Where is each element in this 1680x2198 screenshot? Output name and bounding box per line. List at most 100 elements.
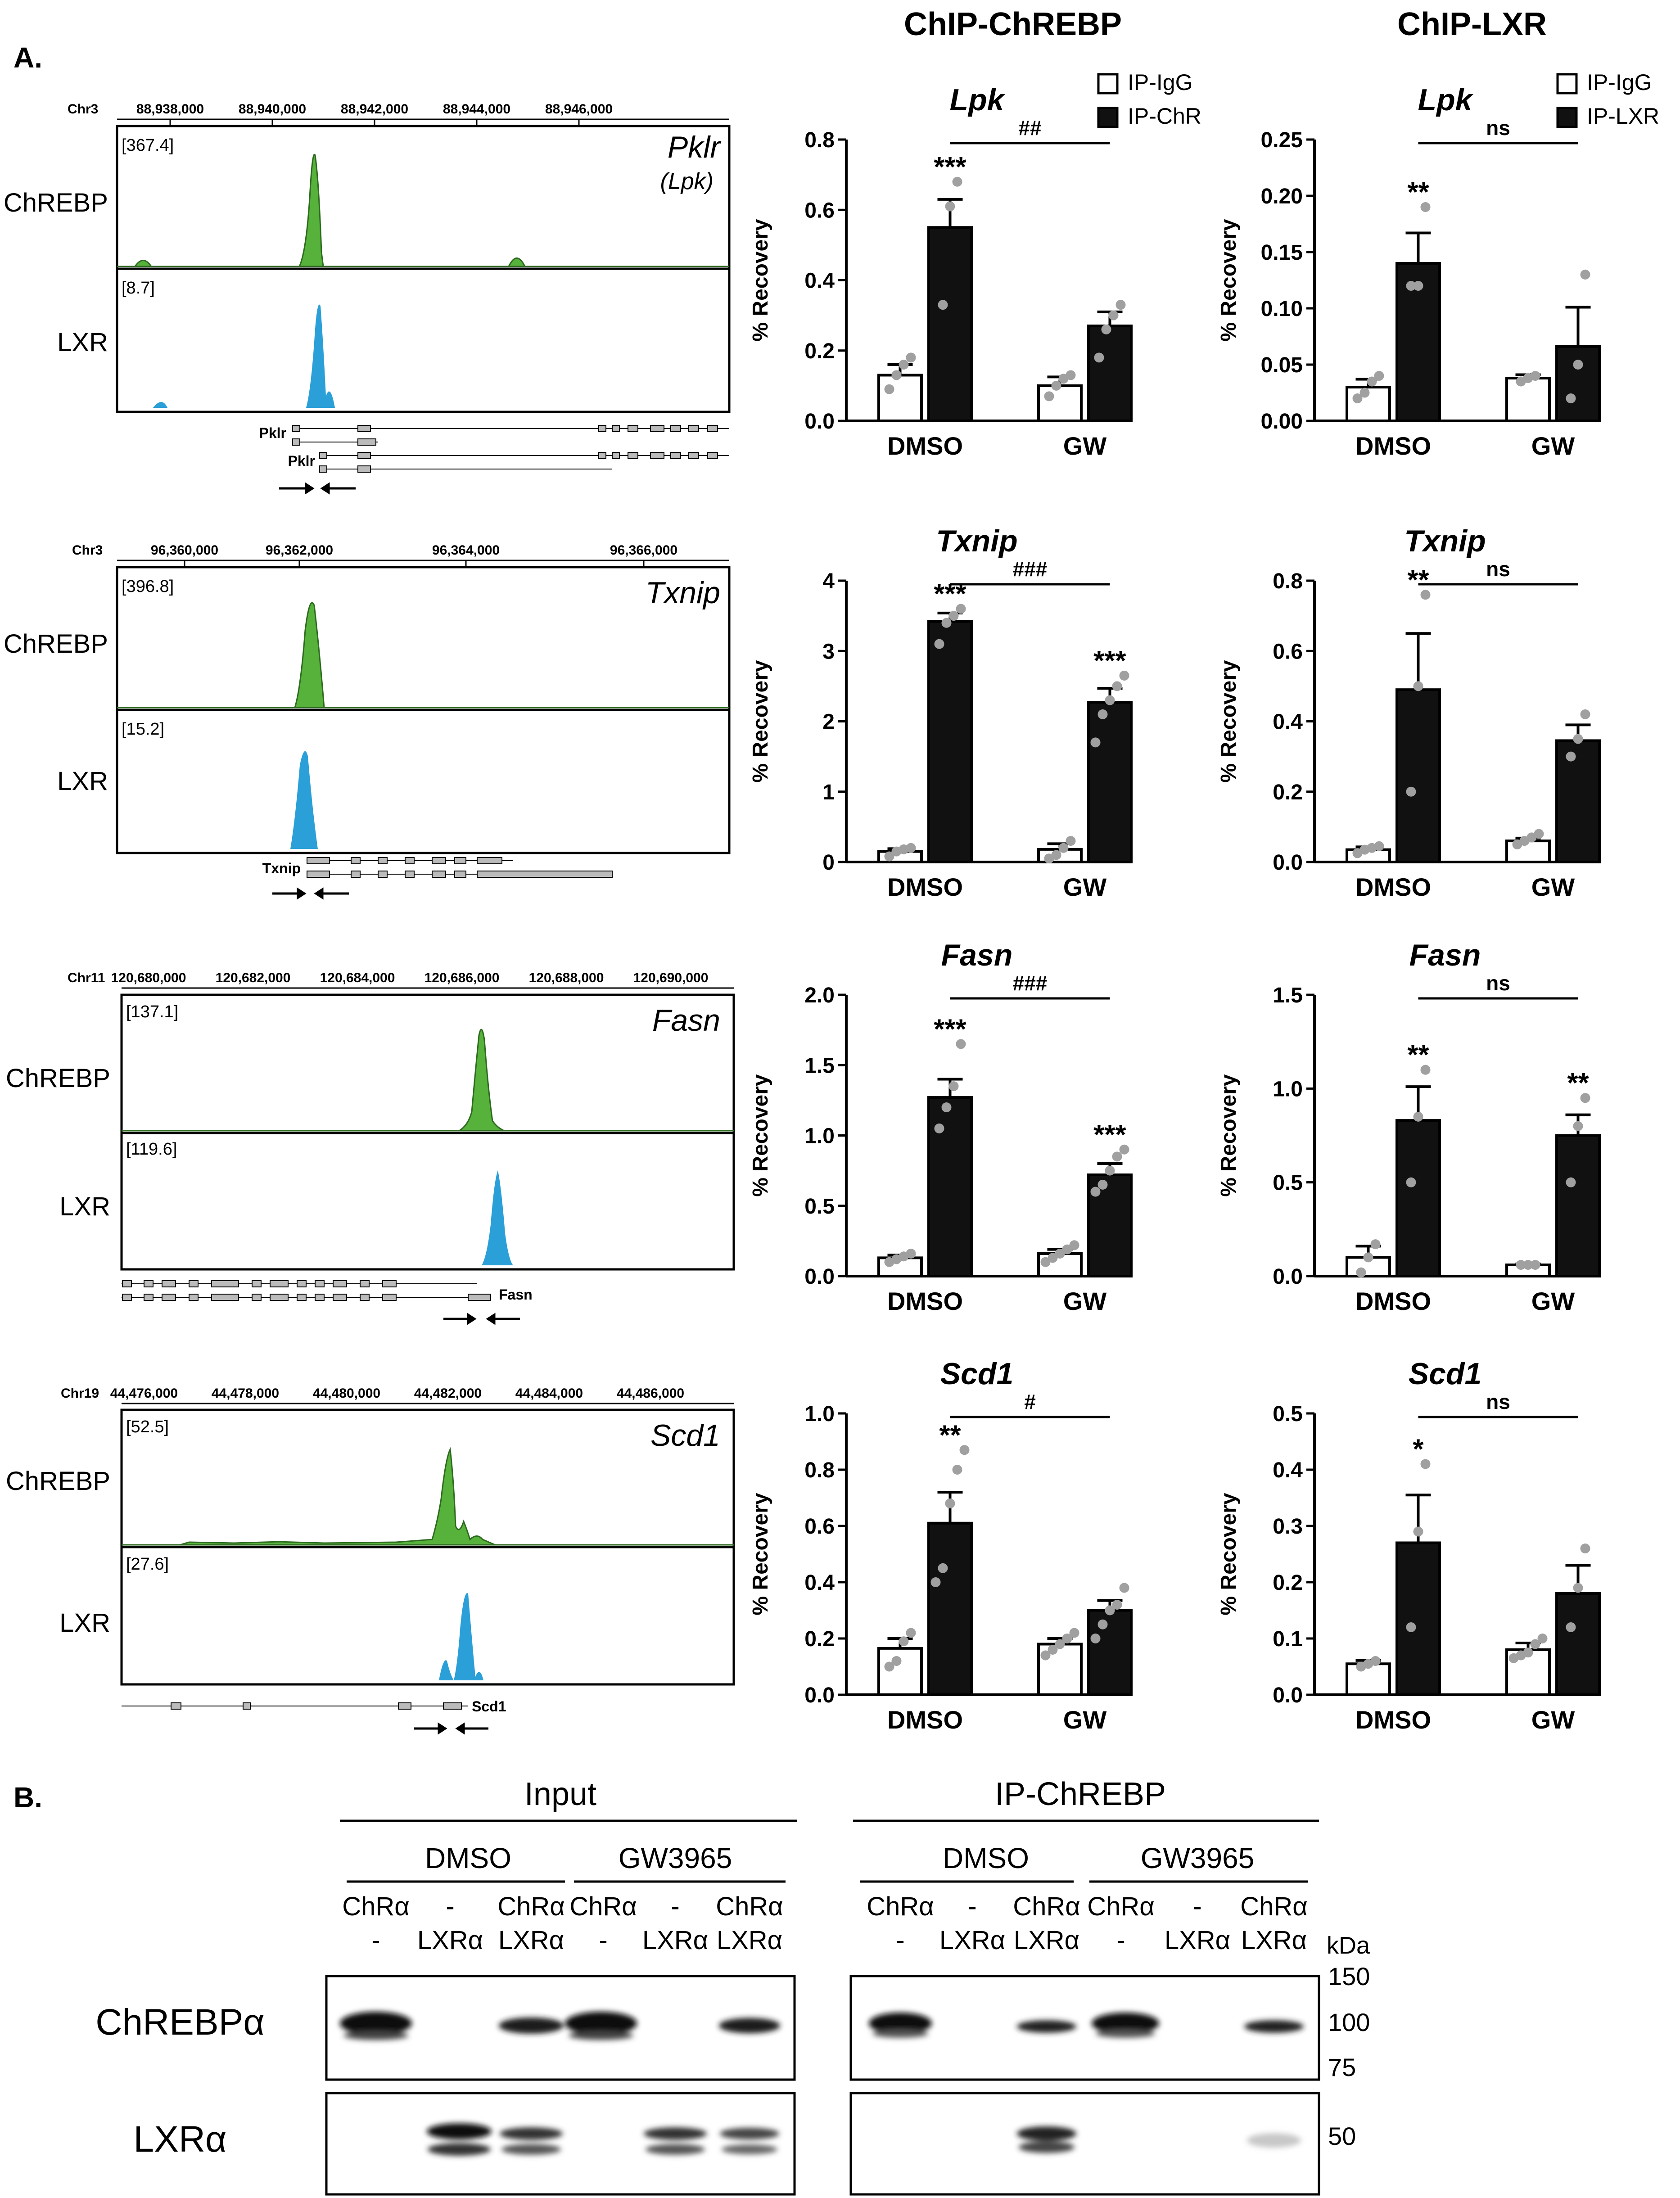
- ruler-tick-label: 120,682,000: [216, 970, 291, 985]
- y-tick-label: 1.0: [1273, 1077, 1303, 1101]
- blot-row-chrebp: ChREBPα: [95, 2002, 265, 2043]
- y-tick-label: 0.2: [804, 339, 835, 363]
- data-point: [1363, 1252, 1373, 1263]
- data-point: [1066, 836, 1076, 846]
- significance-stars: ***: [1093, 645, 1126, 677]
- data-point: [1108, 310, 1119, 320]
- ruler-tick-label: 88,938,000: [136, 102, 204, 117]
- y-tick-label: 0.4: [1273, 710, 1303, 734]
- y-tick-label: 0.4: [1273, 1458, 1303, 1482]
- data-point: [956, 604, 966, 614]
- bar-ip: [1395, 1119, 1441, 1278]
- data-point: [1051, 850, 1061, 860]
- y-tick-label: 1.0: [804, 1124, 835, 1148]
- header-chip-lxr: ChIP-LXR: [1397, 6, 1547, 42]
- y-tick-label: 0.25: [1261, 128, 1303, 152]
- data-point: [941, 618, 952, 628]
- bracket-label: ##: [1018, 116, 1041, 140]
- data-point: [1566, 1177, 1576, 1187]
- gene-model: [307, 857, 613, 878]
- bracket-label: #: [1024, 1390, 1036, 1413]
- blot-frame-input-lxr: [325, 2092, 796, 2196]
- y-tick-label: 0.5: [1273, 1171, 1303, 1195]
- data-point: [1090, 1187, 1101, 1197]
- bands-lxr: [427, 2123, 1301, 2156]
- legend-lxr: IP-IgG IP-LXR: [1556, 70, 1659, 129]
- gene-model: [292, 425, 729, 473]
- data-point: [1119, 1144, 1129, 1155]
- lane-label-top: ChRα: [1240, 1892, 1308, 1921]
- kda-label: kDa: [1327, 1932, 1370, 1959]
- y-axis-label: % Recovery: [749, 660, 772, 782]
- ruler-tick-label: 120,690,000: [633, 970, 709, 985]
- chart-title: Fasn: [941, 938, 1013, 972]
- data-point: [1420, 1065, 1431, 1075]
- chart-scd1-lxr: Scd1 0.0 0.1 0.2 0.3 0.4 0.5 % Recovery DMSO * GW n…: [1217, 1357, 1601, 1734]
- y-tick-label: 0.0: [1273, 851, 1303, 875]
- bar-ip: [1395, 688, 1441, 863]
- y-tick-label: 0.8: [804, 1458, 835, 1482]
- x-tick-label: GW: [1063, 1706, 1107, 1734]
- bar-ip: [927, 620, 973, 863]
- primer-arrows: [414, 1722, 488, 1735]
- chart-title: Scd1: [1409, 1357, 1482, 1391]
- x-tick-label: DMSO: [1355, 1706, 1431, 1734]
- lane-label-top: ChRα: [497, 1892, 565, 1921]
- x-tick-label: GW: [1063, 873, 1107, 901]
- track-fasn: Chr11 120,680,000 120,682,000 120,684,00…: [6, 970, 735, 1325]
- y-tick-label: 2.0: [804, 984, 835, 1007]
- marker-50: 50: [1328, 2122, 1356, 2150]
- chrebp-peak: [122, 1029, 734, 1132]
- x-tick-label: DMSO: [887, 1706, 963, 1734]
- ruler-tick-label: 96,360,000: [151, 543, 218, 558]
- y-tick-label: 4: [822, 569, 835, 593]
- y-tick-label: 0.4: [804, 1571, 835, 1595]
- ruler-tick-label: 88,940,000: [239, 102, 306, 117]
- data-point: [1040, 1257, 1051, 1267]
- gene-title: Pklr: [668, 130, 721, 164]
- chart-txnip-lxr: Txnip 0.0 0.2 0.4 0.6 0.8 % Recovery DMSO ** GW ns: [1217, 524, 1601, 901]
- data-point: [906, 352, 916, 363]
- data-point: [1048, 1253, 1058, 1263]
- bar-igg: [877, 1647, 923, 1696]
- chart-title: Scd1: [940, 1357, 1014, 1391]
- ruler-tick-label: 120,680,000: [111, 970, 186, 985]
- blot-frame-ip-lxr: [849, 2092, 1320, 2196]
- ruler-tick-label: 44,478,000: [212, 1386, 279, 1401]
- significance-stars: **: [1567, 1068, 1589, 1099]
- chart-lpk-lxr: Lpk 0.00 0.05 0.10 0.15 0.20 0.25 % Recovery DMS…: [1217, 83, 1601, 460]
- lane-label-top: ChRα: [342, 1892, 410, 1921]
- panel-b-label: B.: [14, 1781, 42, 1814]
- data-point: [1105, 1165, 1115, 1176]
- gene-annot: Scd1: [472, 1698, 506, 1715]
- blot-input-label: Input: [524, 1776, 596, 1812]
- gene-subtitle: (Lpk): [660, 168, 714, 194]
- lane-label-top: -: [446, 1892, 454, 1921]
- gene-title: Fasn: [652, 1003, 720, 1038]
- bar-ip: [927, 1521, 973, 1696]
- lane-label-top: -: [1193, 1892, 1201, 1921]
- lane-label-bottom: LXRα: [1014, 1926, 1079, 1955]
- legend-swatch-igg: [1097, 73, 1119, 95]
- data-point: [1040, 1650, 1051, 1661]
- data-point: [891, 1656, 902, 1666]
- legend-label: IP-LXR: [1587, 104, 1659, 129]
- ruler-tick-label: 44,484,000: [515, 1386, 583, 1401]
- data-point: [1097, 1179, 1108, 1190]
- lane-label-top: ChRα: [1087, 1892, 1155, 1921]
- legend-label: IP-IgG: [1587, 70, 1652, 95]
- data-point: [1573, 734, 1583, 744]
- significance-stars: **: [1407, 564, 1429, 596]
- ruler-tick-label: 88,946,000: [545, 102, 613, 117]
- chrebp-peak: [117, 602, 729, 709]
- row-label-chrebp: ChREBP: [4, 629, 108, 659]
- bar-ip: [1555, 1134, 1601, 1277]
- gene-title: Scd1: [650, 1418, 720, 1453]
- y-tick-label: 0.6: [804, 1515, 835, 1539]
- row-label-lxr: LXR: [57, 328, 108, 357]
- x-tick-label: GW: [1531, 1706, 1575, 1734]
- y-axis-label: % Recovery: [749, 1493, 772, 1615]
- y-tick-label: 0.05: [1261, 353, 1303, 377]
- chart-title: Lpk: [950, 83, 1006, 117]
- data-point: [906, 1249, 916, 1259]
